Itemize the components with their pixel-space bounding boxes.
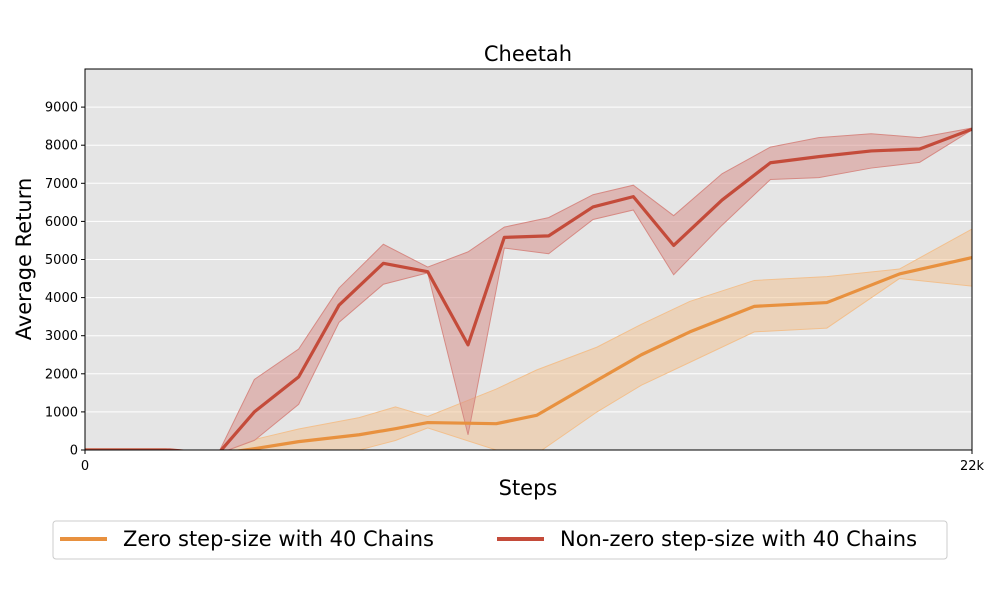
y-tick-label: 6000 xyxy=(45,215,78,230)
x-tick-label: 22k xyxy=(960,459,985,474)
y-tick-label: 0 xyxy=(70,444,78,459)
y-tick-label: 8000 xyxy=(45,139,78,154)
y-tick-label: 9000 xyxy=(45,101,78,116)
x-tick-label: 0 xyxy=(81,459,89,474)
confidence-bands xyxy=(85,127,972,450)
y-tick-label: 1000 xyxy=(45,405,78,420)
legend: Zero step-size with 40 Chains Non-zero s… xyxy=(52,520,948,560)
y-tick-label: 5000 xyxy=(45,253,78,268)
y-tick-label: 7000 xyxy=(45,177,78,192)
confidence-band-series-1 xyxy=(85,127,972,450)
axis-ticks: 0 1000 2000 3000 4000 5000 6000 7000 8000 9000 0 22… xyxy=(45,101,985,474)
series-lines xyxy=(85,127,972,450)
y-tick-label: 4000 xyxy=(45,291,78,306)
series-line-1 xyxy=(85,127,972,450)
series-line-0 xyxy=(85,256,972,450)
x-axis-title: Steps xyxy=(499,476,558,500)
legend-label-zero-step: Zero step-size with 40 Chains xyxy=(123,527,434,551)
legend-label-non-zero-step: Non-zero step-size with 40 Chains xyxy=(560,527,917,551)
y-axis-title: Average Return xyxy=(12,178,36,341)
y-tick-label: 2000 xyxy=(45,367,78,382)
y-tick-label: 3000 xyxy=(45,329,78,344)
chart-title: Cheetah xyxy=(484,42,572,66)
confidence-band-series-0 xyxy=(85,228,972,450)
